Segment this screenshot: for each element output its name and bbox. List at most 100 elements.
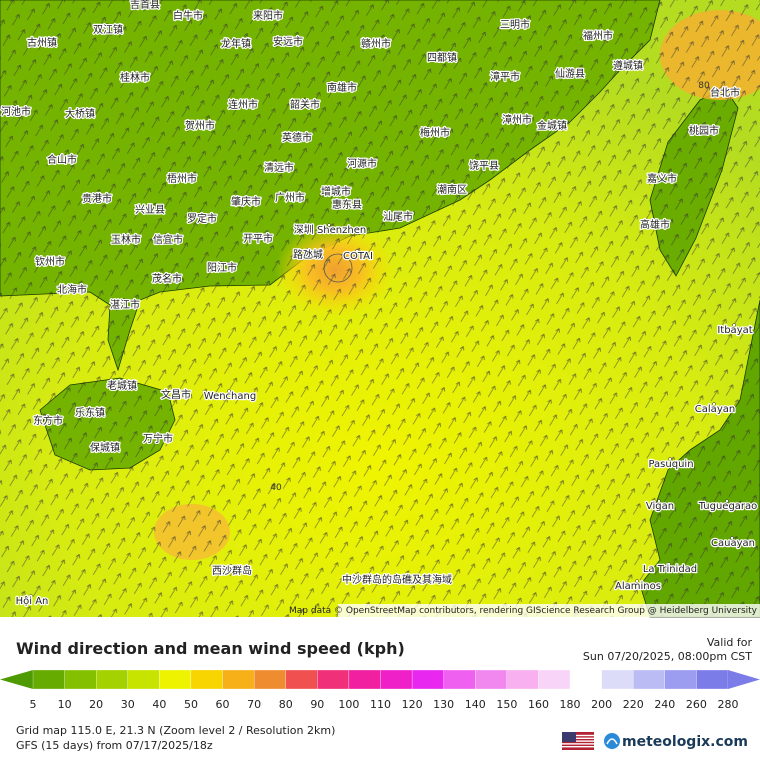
city-label: 大桥镇	[65, 107, 95, 120]
scale-segment	[380, 669, 413, 690]
city-marker	[373, 37, 377, 41]
city-label: 南雄市	[327, 81, 357, 94]
city-label: 福州市	[583, 29, 613, 42]
city-marker	[219, 261, 223, 265]
scale-label: 5	[30, 698, 37, 711]
city-label: 罗定市	[187, 212, 217, 225]
model-info: GFS (15 days) from 07/17/2025/18z	[16, 739, 213, 752]
wind-arrows	[0, 0, 760, 617]
scale-segment	[348, 669, 381, 690]
city-marker	[449, 183, 453, 187]
valid-time: Sun 07/20/2025, 08:00pm CST	[583, 650, 752, 663]
city-label: 深圳 Shenzhen	[294, 224, 366, 236]
city-marker	[265, 9, 269, 13]
city-label: Pasuquin	[648, 459, 693, 470]
scale-label: 90	[310, 698, 324, 711]
attribution: Map data © OpenStreetMap contributors, r…	[289, 606, 758, 616]
scale-label: 220	[623, 698, 644, 711]
city-label: 遵城镇	[613, 59, 643, 72]
scale-segment	[96, 669, 128, 690]
city-marker	[45, 414, 49, 418]
city-marker	[701, 124, 705, 128]
scale-label: 120	[402, 698, 423, 711]
city-label: Vigan	[646, 501, 674, 512]
city-label: COTAI	[343, 251, 373, 262]
city-marker	[123, 233, 127, 237]
city-label: 文昌市	[161, 388, 191, 401]
legend-title: Wind direction and mean wind speed (kph)	[16, 639, 405, 658]
color-scale: 5 10 20 30 40 50 60 70 80 90 100 110 120 130 140 150 160…	[0, 669, 760, 711]
city-label: 路氹城	[293, 248, 323, 261]
brand[interactable]: meteologix.com	[622, 734, 748, 750]
attribution-bg	[338, 604, 760, 617]
city-marker	[165, 233, 169, 237]
scale-segment	[190, 669, 223, 690]
city-marker	[514, 113, 518, 117]
city-label: 信宜市	[153, 233, 183, 246]
city-marker	[657, 499, 661, 503]
city-label: 英德市	[282, 131, 312, 144]
city-marker	[185, 9, 189, 13]
scale-segment	[32, 669, 65, 690]
city-label: 茂名市	[152, 272, 182, 285]
city-marker	[668, 457, 672, 461]
city-label: 梧州市	[167, 172, 197, 185]
city-label: 增城市	[321, 185, 351, 198]
scale-segment	[475, 669, 508, 690]
city-marker	[432, 126, 436, 130]
city-label: Hội An	[16, 595, 49, 607]
city-label: 保城镇	[90, 441, 120, 454]
city-marker	[197, 119, 201, 123]
scale-segment	[506, 669, 539, 690]
flag	[562, 732, 594, 750]
city-label: 赣州市	[361, 37, 391, 50]
city-marker	[276, 161, 280, 165]
city-marker	[164, 272, 168, 276]
city-label: 老城镇	[107, 379, 137, 392]
city-label: 四都镇	[427, 51, 457, 64]
scale-label: 70	[247, 698, 261, 711]
scale-segment	[127, 669, 160, 690]
city-label: 万宁市	[143, 432, 173, 445]
city-marker	[305, 248, 309, 252]
city-label: Wenchang	[204, 391, 256, 402]
city-marker	[502, 70, 506, 74]
city-marker	[652, 218, 656, 222]
city-label: 钦州市	[35, 255, 65, 268]
valid-label: Valid for	[707, 636, 753, 649]
city-label: 双江镇	[93, 23, 123, 36]
scale-label: 160	[528, 698, 549, 711]
city-label: 汕尾市	[383, 210, 413, 223]
city-label: Calayan	[695, 404, 735, 415]
city-label: 古州镇	[27, 36, 57, 49]
city-marker	[625, 59, 629, 63]
city-marker	[359, 157, 363, 161]
city-label: 贵港市	[82, 192, 112, 205]
city-marker	[595, 29, 599, 33]
scale-segment	[64, 669, 97, 690]
scale-segment	[664, 669, 697, 690]
city-label: 桃园市	[689, 124, 719, 137]
city-marker	[339, 81, 343, 85]
city-label: 肇庆市	[231, 195, 261, 208]
contour-label: 80	[698, 81, 710, 91]
scale-segment	[317, 669, 350, 690]
city-label: 金城镇	[537, 119, 567, 132]
scale-segment	[601, 669, 634, 690]
city-label: 饶平县	[469, 159, 499, 172]
city-marker	[240, 98, 244, 102]
city-marker	[229, 564, 233, 568]
city-marker	[102, 441, 106, 445]
city-marker	[119, 379, 123, 383]
city-label: Alaminos	[615, 581, 661, 592]
scale-label: 20	[89, 698, 103, 711]
city-marker	[439, 51, 443, 55]
city-label: 河源市	[347, 157, 377, 170]
city-label: 仙游县	[555, 67, 585, 80]
scale-label: 200	[591, 698, 612, 711]
city-label: 合山市	[47, 153, 77, 166]
city-label: 清远市	[264, 161, 294, 174]
city-marker	[712, 402, 716, 406]
